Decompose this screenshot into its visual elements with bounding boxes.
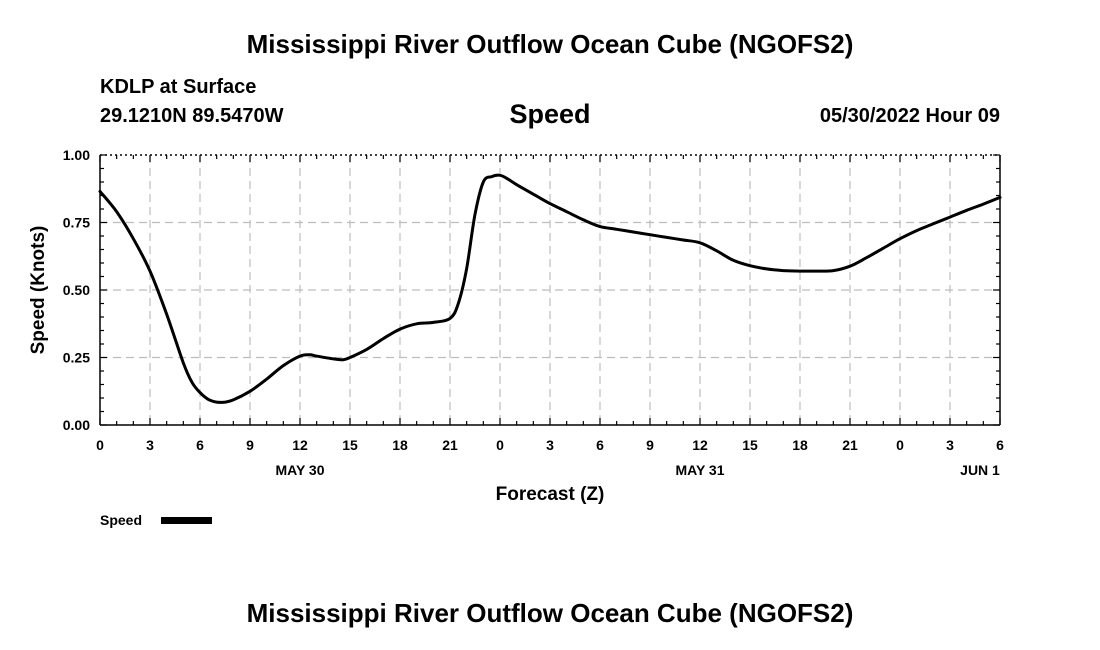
x-tick-label: 3 <box>546 437 554 453</box>
x-date-label: MAY 31 <box>675 462 724 478</box>
x-tick-label: 0 <box>96 437 104 453</box>
x-date-label: JUN 1 <box>960 462 1000 478</box>
x-tick-label: 6 <box>996 437 1004 453</box>
y-axis-title: Speed (Knots) <box>28 226 49 355</box>
plot-title: Speed <box>509 99 591 129</box>
x-tick-label: 6 <box>196 437 204 453</box>
x-tick-label: 3 <box>146 437 154 453</box>
legend: Speed <box>100 512 212 528</box>
x-tick-label: 18 <box>392 437 408 453</box>
x-tick-label: 6 <box>596 437 604 453</box>
chart-main-title: Mississippi River Outflow Ocean Cube (NG… <box>246 29 854 59</box>
x-tick-label: 18 <box>792 437 808 453</box>
datetime-label: 05/30/2022 Hour 09 <box>819 105 1000 127</box>
x-axis-title: Forecast (Z) <box>496 484 605 505</box>
legend-swatch <box>161 517 212 524</box>
x-tick-label: 15 <box>742 437 758 453</box>
x-tick-label: 3 <box>946 437 954 453</box>
y-tick-label: 1.00 <box>63 147 90 163</box>
footer-title: Mississippi River Outflow Ocean Cube (NG… <box>246 598 854 628</box>
x-tick-label: 12 <box>692 437 708 453</box>
y-tick-label: 0.00 <box>63 417 90 433</box>
x-tick-label: 0 <box>496 437 504 453</box>
coordinates-label: 29.1210N 89.5470W <box>100 105 284 127</box>
x-date-label: MAY 30 <box>275 462 324 478</box>
series-layer <box>98 173 1002 404</box>
station-label: KDLP at Surface <box>100 76 257 98</box>
x-tick-label: 9 <box>646 437 654 453</box>
tick-layer: 0 3 6 9 12 15 18 21 0 3 6 9 12 15 18 21 0 3 6 MAY 30 MAY 31 J… <box>63 147 1004 478</box>
x-tick-label: 15 <box>342 437 358 453</box>
x-tick-label: 12 <box>292 437 308 453</box>
x-tick-label: 9 <box>246 437 254 453</box>
x-tick-label: 0 <box>896 437 904 453</box>
y-tick-label: 0.75 <box>63 215 90 231</box>
legend-label: Speed <box>100 512 142 528</box>
x-tick-label: 21 <box>442 437 458 453</box>
y-tick-label: 0.50 <box>63 282 90 298</box>
speed-series-line <box>98 173 1002 404</box>
grid-layer <box>100 155 1000 425</box>
x-tick-label: 21 <box>842 437 858 453</box>
y-tick-label: 0.25 <box>63 350 90 366</box>
